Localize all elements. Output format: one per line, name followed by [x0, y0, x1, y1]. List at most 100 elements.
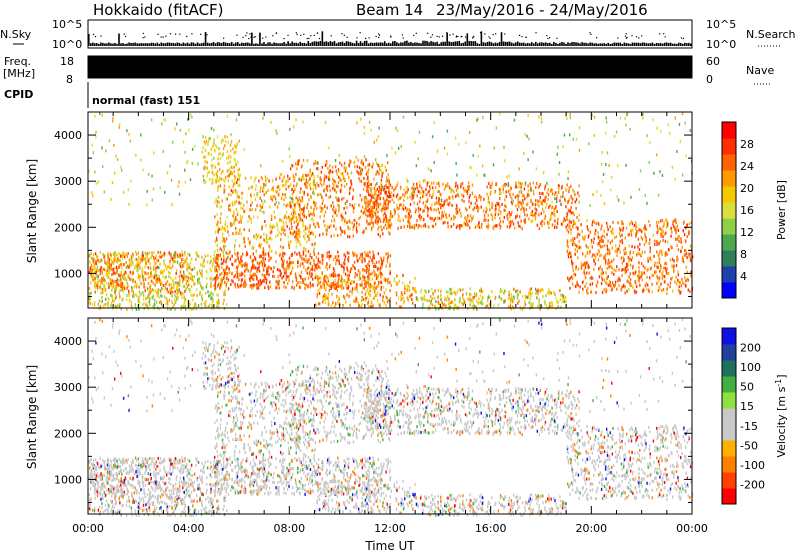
power-cell: [138, 307, 140, 311]
power-cell: [659, 263, 662, 267]
power-cell: [667, 283, 669, 287]
power-cell: [365, 189, 368, 193]
power-cell: [349, 203, 351, 207]
noise-search-sample: [479, 32, 482, 34]
noise-sample: [551, 43, 553, 46]
power-cell: [355, 253, 357, 257]
power-cell: [537, 200, 540, 204]
power-cell: [200, 286, 203, 290]
power-cell: [184, 277, 186, 281]
power-cell: [126, 281, 128, 285]
power-cell: [249, 186, 251, 190]
power-cell: [641, 250, 644, 254]
power-cell: [380, 287, 382, 291]
noise-sample: [251, 32, 253, 46]
power-cell: [274, 197, 277, 201]
noise-sample: [333, 41, 336, 46]
power-cell: [183, 275, 186, 279]
power-cell: [313, 162, 315, 166]
power-cell: [294, 272, 297, 276]
power-cell: [247, 269, 249, 273]
power-cell: [309, 226, 311, 230]
power-cell: [446, 198, 448, 202]
power-cell: [117, 265, 120, 269]
power-cell: [588, 271, 590, 275]
power-cell: [662, 274, 664, 278]
power-cell: [135, 282, 137, 286]
power-cell: [428, 185, 431, 189]
power-cell: [361, 295, 363, 299]
power-cell: [294, 211, 297, 215]
power-cell: [665, 271, 668, 275]
power-cell: [309, 187, 312, 191]
power-cell: [177, 296, 179, 300]
power-cell: [281, 276, 283, 280]
power-cell: [89, 297, 91, 301]
power-cell: [225, 260, 227, 264]
power-cell: [98, 260, 101, 264]
power-cell: [343, 265, 345, 269]
power-cell: [322, 232, 324, 236]
power-cell: [544, 184, 547, 188]
power-cell: [419, 207, 422, 211]
power-cell: [105, 293, 108, 297]
power-cell: [335, 262, 337, 266]
power-cell: [319, 266, 321, 270]
power-cell: [110, 304, 112, 308]
power-cell: [476, 199, 478, 203]
noise-sample: [375, 42, 378, 46]
power-cell: [209, 291, 211, 295]
power-cell: [149, 262, 151, 266]
noise-search-sample: [375, 35, 377, 38]
power-cell: [357, 170, 359, 174]
noise-sample: [428, 42, 430, 46]
power-cell: [390, 195, 392, 199]
power-cell: [371, 284, 373, 288]
power-cell: [176, 260, 179, 264]
power-cell: [92, 258, 95, 262]
noise-search-sample: [179, 33, 181, 35]
power-cell: [104, 297, 107, 301]
power-cell: [101, 295, 103, 299]
power-cell: [295, 241, 298, 245]
power-cell: [494, 213, 497, 217]
power-cell: [130, 255, 133, 259]
noise-sample: [273, 42, 275, 46]
power-cell: [290, 269, 293, 273]
power-cell: [462, 186, 465, 190]
power-cell: [507, 190, 510, 194]
power-cell: [462, 293, 464, 297]
power-cell: [468, 196, 470, 200]
power-cell: [388, 231, 390, 235]
power-cell: [298, 232, 301, 236]
power-cell: [660, 282, 662, 286]
power-cell: [592, 240, 595, 244]
power-cell: [362, 286, 364, 290]
power-cell: [415, 223, 418, 227]
power-cell: [350, 179, 352, 183]
noise-search-sample: [204, 35, 206, 37]
power-cell: [109, 252, 112, 256]
power-cell: [137, 269, 139, 273]
power-cell: [527, 189, 530, 193]
power-cell: [302, 222, 304, 226]
power-cell: [447, 203, 450, 207]
power-cell: [602, 244, 604, 248]
noise-sample: [198, 43, 201, 46]
power-cell: [480, 287, 483, 291]
power-cell: [172, 280, 174, 284]
power-cell: [292, 190, 295, 194]
power-cell: [466, 215, 469, 219]
power-cell: [679, 291, 681, 295]
power-cell: [573, 241, 575, 245]
power-cell: [531, 202, 534, 206]
power-cell: [434, 186, 437, 190]
power-cell: [383, 201, 385, 205]
power-cell: [266, 240, 268, 244]
power-cell: [295, 215, 297, 219]
power-cell: [296, 163, 299, 167]
power-cell: [573, 220, 575, 224]
power-cell: [371, 210, 373, 214]
power-cell: [424, 224, 427, 228]
power-cell: [524, 302, 527, 306]
